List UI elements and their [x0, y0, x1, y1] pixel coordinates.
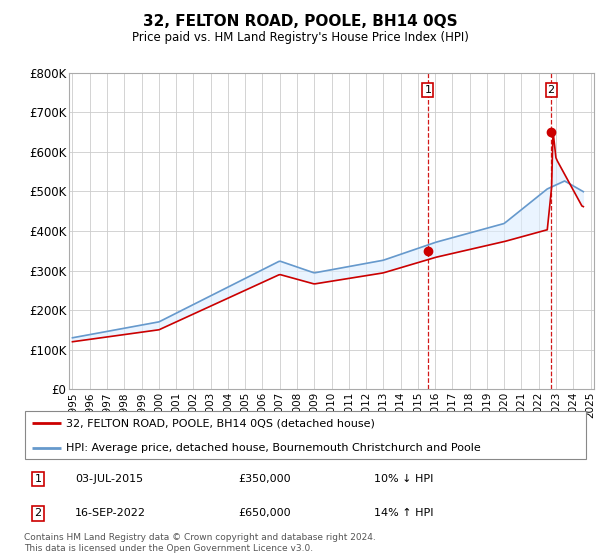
Text: Price paid vs. HM Land Registry's House Price Index (HPI): Price paid vs. HM Land Registry's House …: [131, 31, 469, 44]
Text: 1: 1: [35, 474, 41, 484]
Text: Contains HM Land Registry data © Crown copyright and database right 2024.
This d: Contains HM Land Registry data © Crown c…: [24, 533, 376, 553]
Text: 14% ↑ HPI: 14% ↑ HPI: [374, 508, 433, 518]
Text: 32, FELTON ROAD, POOLE, BH14 0QS (detached house): 32, FELTON ROAD, POOLE, BH14 0QS (detach…: [66, 418, 375, 428]
Text: £650,000: £650,000: [238, 508, 291, 518]
Text: 32, FELTON ROAD, POOLE, BH14 0QS: 32, FELTON ROAD, POOLE, BH14 0QS: [143, 14, 457, 29]
Text: 2: 2: [548, 86, 555, 95]
Text: HPI: Average price, detached house, Bournemouth Christchurch and Poole: HPI: Average price, detached house, Bour…: [66, 442, 481, 452]
FancyBboxPatch shape: [25, 412, 586, 459]
Text: 03-JUL-2015: 03-JUL-2015: [75, 474, 143, 484]
Text: 16-SEP-2022: 16-SEP-2022: [75, 508, 146, 518]
Text: 2: 2: [35, 508, 41, 518]
Text: 10% ↓ HPI: 10% ↓ HPI: [374, 474, 433, 484]
Text: 1: 1: [424, 86, 431, 95]
Text: £350,000: £350,000: [238, 474, 291, 484]
